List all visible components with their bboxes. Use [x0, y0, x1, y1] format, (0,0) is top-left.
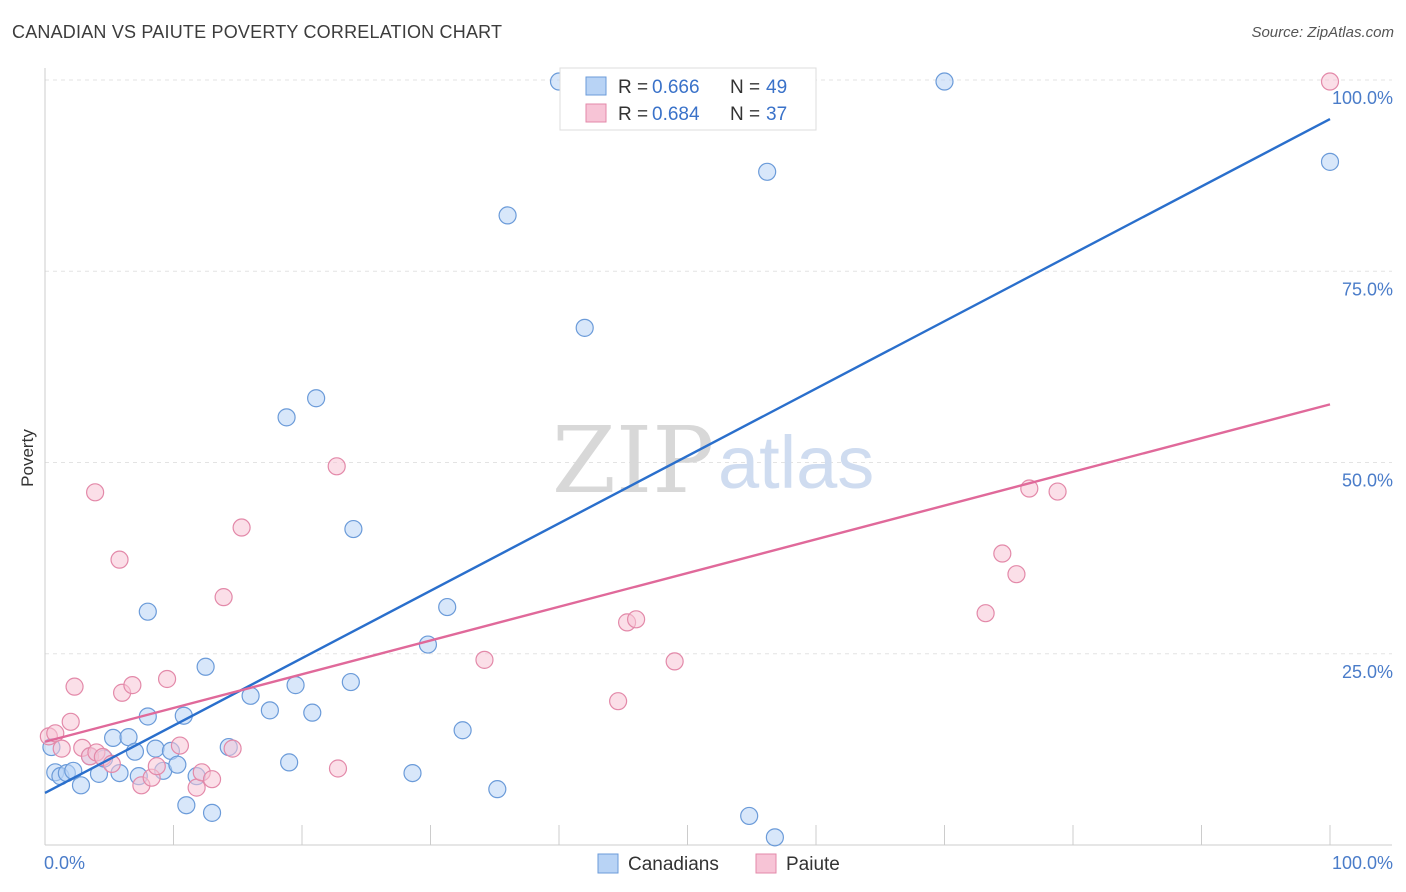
canadians-point-27: [260, 701, 279, 720]
legend-r-value-canadians: 0.666: [652, 77, 700, 98]
paiute-point-33: [993, 544, 1012, 563]
paiute-points: [39, 72, 1340, 797]
axes: [44, 68, 1392, 846]
bottom-legend-label-paiute: Paiute: [786, 854, 840, 875]
canadians-point-23: [177, 796, 196, 815]
y-tick-label-3: 100.0%: [1332, 88, 1393, 108]
watermark-atlas: atlas: [718, 421, 874, 504]
paiute-point-10: [86, 483, 105, 502]
paiute-point-2: [52, 739, 71, 758]
canadians-point-31: [277, 408, 296, 427]
watermark: ZIP atlas: [552, 407, 874, 514]
paiute-point-30: [626, 610, 646, 629]
legend-n-label-paiute: N =: [730, 104, 760, 125]
canadians-point-24: [202, 803, 222, 822]
paiute-point-3: [61, 712, 80, 731]
y-tick-label-0: 25.0%: [1342, 662, 1393, 682]
canadians-point-35: [403, 763, 422, 783]
legend-n-value-canadians: 49: [766, 77, 787, 98]
trend-lines: [44, 117, 1331, 795]
canadians-point-19: [174, 706, 193, 725]
canadians-point-37: [438, 597, 457, 617]
paiute-point-4: [65, 677, 84, 696]
x-tick-labels: 0.0% 100.0%: [44, 853, 1393, 873]
canadians-point-42: [575, 318, 594, 337]
canadians-point-5: [71, 776, 91, 795]
canadians-point-44: [758, 162, 777, 181]
legend-swatch-paiute: [585, 103, 607, 123]
paiute-point-18: [170, 736, 190, 755]
paiute-point-16: [147, 757, 166, 776]
canadians-point-46: [935, 72, 954, 91]
paiute-point-26: [328, 759, 348, 778]
canadians-point-38: [453, 721, 472, 740]
watermark-zip: ZIP: [552, 407, 714, 514]
canadians-point-28: [280, 753, 299, 772]
paiute-point-37: [1320, 72, 1340, 91]
canadians-point-15: [146, 739, 165, 758]
canadians-point-30: [303, 703, 322, 722]
canadians-point-18: [168, 755, 187, 774]
canadians-point-29: [286, 676, 305, 695]
canadians-point-9: [104, 728, 123, 748]
canadians-point-34: [344, 519, 363, 539]
paiute-point-24: [232, 518, 251, 537]
canadians-point-22: [138, 602, 157, 621]
paiute-point-34: [1007, 565, 1026, 584]
legend-n-value-paiute: 37: [766, 104, 787, 125]
paiute-point-27: [475, 650, 494, 669]
stats-legend: R = 0.666 N = 49 R = 0.684 N = 37: [559, 67, 817, 131]
paiute-point-32: [976, 604, 995, 623]
legend-r-label-paiute: R =: [618, 104, 648, 125]
grid-lines: [45, 79, 1392, 655]
canadians-trend-line: [44, 117, 1331, 795]
canadians-point-47: [1320, 152, 1340, 171]
x-tick-label-0: 0.0%: [44, 853, 85, 873]
canadians-point-33: [341, 672, 360, 692]
canadians-point-21: [196, 657, 215, 676]
canadians-point-43: [740, 806, 759, 826]
series-legend: Canadians Paiute: [597, 853, 840, 875]
paiute-point-11: [110, 550, 129, 569]
paiute-point-28: [609, 692, 628, 711]
bottom-legend-swatch-canadians: [597, 853, 619, 874]
y-axis-label: Poverty: [18, 429, 37, 487]
paiute-point-25: [327, 457, 346, 476]
canadians-point-32: [307, 389, 326, 408]
bottom-legend-label-canadians: Canadians: [628, 854, 719, 875]
paiute-point-31: [665, 652, 684, 671]
y-tick-label-2: 75.0%: [1342, 279, 1393, 299]
legend-r-value-paiute: 0.684: [652, 104, 700, 125]
paiute-point-36: [1048, 482, 1067, 501]
y-tick-labels: 25.0% 50.0% 75.0% 100.0%: [1332, 88, 1393, 682]
y-tick-label-1: 50.0%: [1342, 471, 1393, 491]
paiute-point-23: [223, 739, 242, 758]
paiute-point-19: [187, 778, 206, 797]
bottom-legend-swatch-paiute: [755, 853, 777, 874]
canadians-point-45: [765, 828, 784, 847]
canadians-point-40: [498, 206, 517, 225]
source-credit: Source: ZipAtlas.com: [1251, 24, 1394, 41]
canadians-point-39: [488, 780, 507, 799]
legend-swatch-canadians: [585, 76, 607, 96]
legend-n-label-canadians: N =: [730, 77, 760, 98]
paiute-point-21: [202, 770, 222, 789]
paiute-point-17: [157, 669, 177, 689]
paiute-trend-line: [44, 403, 1331, 743]
chart-title: CANADIAN VS PAIUTE POVERTY CORRELATION C…: [12, 22, 503, 42]
paiute-point-13: [123, 676, 142, 695]
paiute-point-22: [214, 588, 233, 607]
x-tick-label-1: 100.0%: [1332, 853, 1393, 873]
legend-r-label-canadians: R =: [618, 77, 648, 98]
